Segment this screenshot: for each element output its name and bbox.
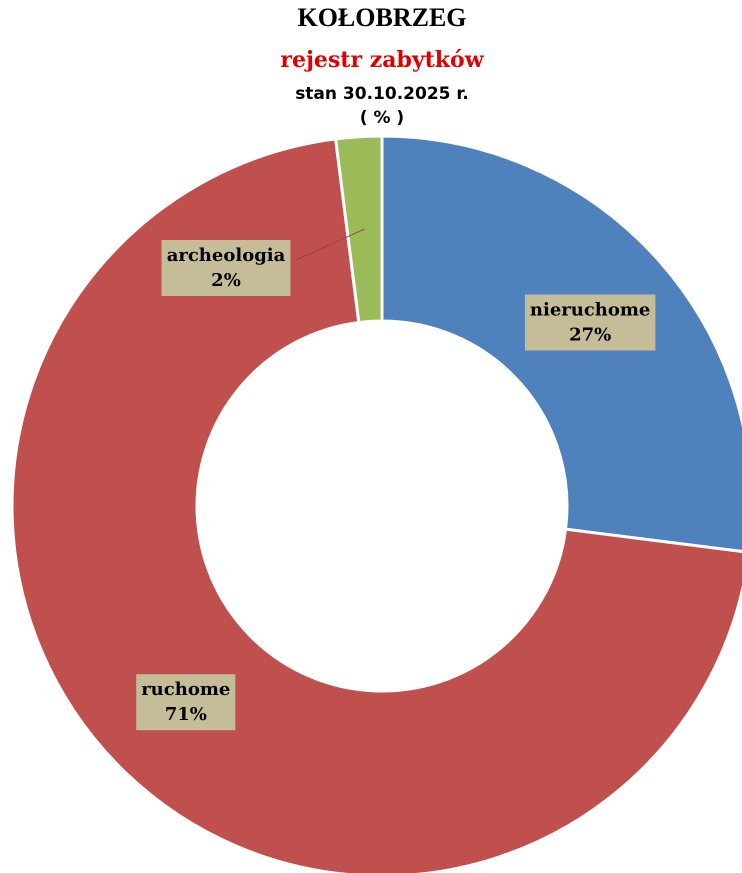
value-label: 71% <box>165 704 207 725</box>
chart-title: KOŁOBRZEG <box>297 3 466 32</box>
value-label: 27% <box>569 324 611 345</box>
category-label: ruchome <box>141 679 230 700</box>
label-box <box>524 294 656 351</box>
label-box <box>161 240 291 296</box>
unit-note: ( % ) <box>360 108 404 128</box>
leader-line <box>295 228 365 261</box>
chart-subtitle: rejestr zabytków <box>280 47 484 73</box>
category-label: archeologia <box>167 245 286 266</box>
date-note: stan 30.10.2025 r. <box>295 84 469 104</box>
category-label: nieruchome <box>530 299 651 320</box>
value-label: 2% <box>211 270 241 291</box>
donut-slice <box>333 134 384 325</box>
label-box <box>136 674 236 731</box>
